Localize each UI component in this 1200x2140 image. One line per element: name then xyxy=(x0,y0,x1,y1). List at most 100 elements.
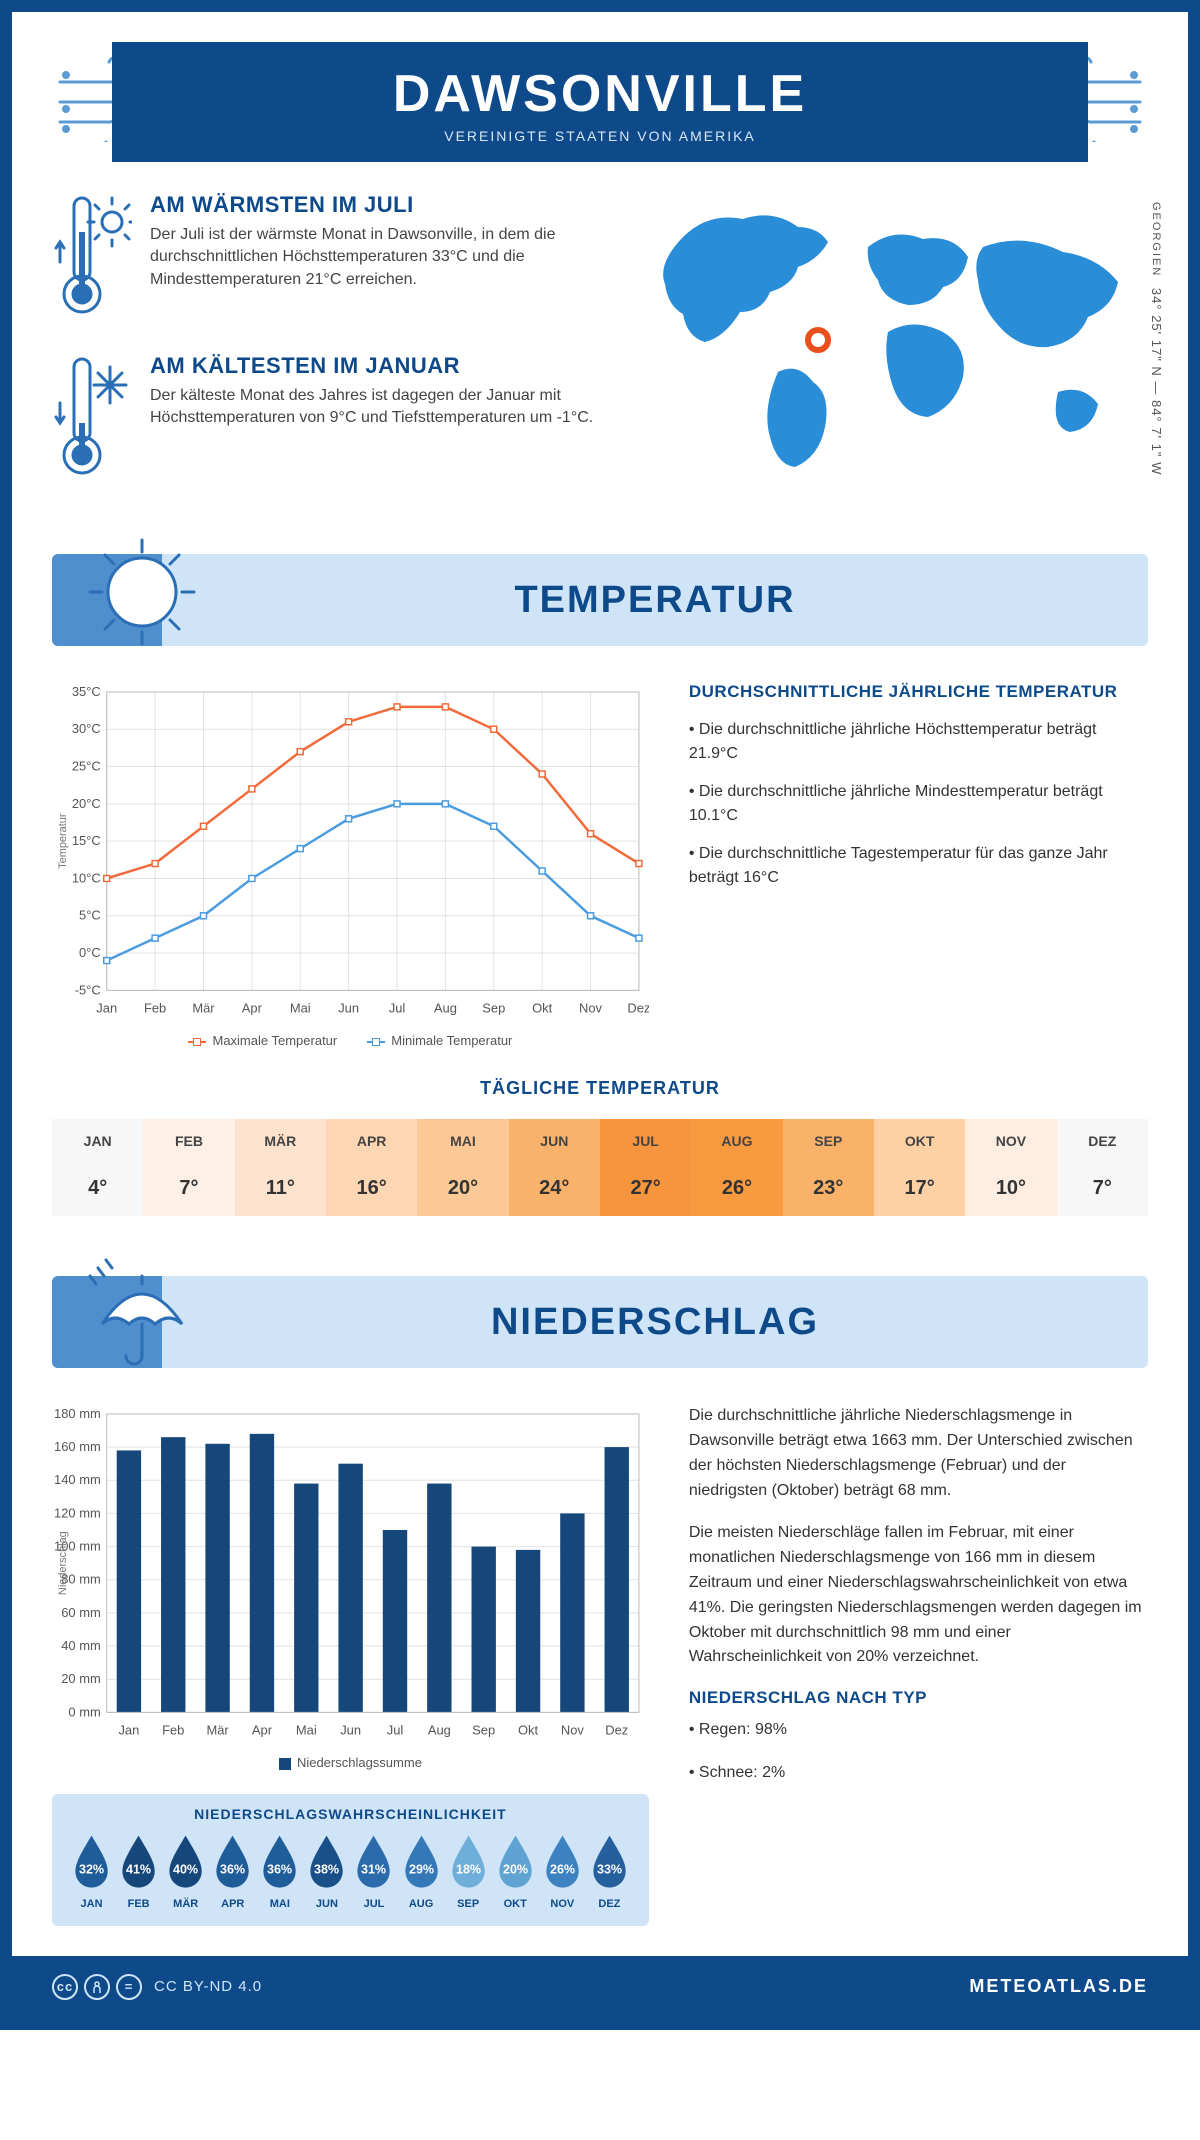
svg-text:Nov: Nov xyxy=(561,1722,585,1737)
footer: cc = CC BY-ND 4.0 METEOATLAS.DE xyxy=(12,1956,1188,2018)
svg-text:Dez: Dez xyxy=(627,1000,648,1015)
cc-by-icon xyxy=(84,1974,110,2000)
svg-text:Okt: Okt xyxy=(518,1722,539,1737)
umbrella-icon xyxy=(82,1254,202,1379)
daily-temperature-heatmap: JAN4°FEB7°MÄR11°APR16°MAI20°JUN24°JUL27°… xyxy=(52,1119,1148,1216)
heat-cell: JUL27° xyxy=(600,1119,691,1216)
heat-cell: NOV10° xyxy=(965,1119,1056,1216)
intro-row: AM WÄRMSTEN IM JULI Der Juli ist der wär… xyxy=(52,192,1148,514)
facts-column: AM WÄRMSTEN IM JULI Der Juli ist der wär… xyxy=(52,192,598,514)
license: cc = CC BY-ND 4.0 xyxy=(52,1974,262,2000)
page-title: DAWSONVILLE xyxy=(112,64,1088,124)
sun-icon xyxy=(82,532,202,657)
svg-text:-5°C: -5°C xyxy=(75,982,101,997)
svg-text:Sep: Sep xyxy=(472,1722,495,1737)
precip-probability-box: NIEDERSCHLAGSWAHRSCHEINLICHKEIT 32%JAN41… xyxy=(52,1794,649,1925)
svg-text:18%: 18% xyxy=(456,1863,481,1877)
rain-drop: 33%DEZ xyxy=(588,1832,631,1909)
heat-cell: MÄR11° xyxy=(235,1119,326,1216)
cc-cc-icon: cc xyxy=(52,1974,78,2000)
svg-text:32%: 32% xyxy=(79,1863,104,1877)
svg-text:20%: 20% xyxy=(503,1863,528,1877)
content: DAWSONVILLE VEREINIGTE STAATEN VON AMERI… xyxy=(12,12,1188,1926)
svg-text:Mai: Mai xyxy=(296,1722,317,1737)
svg-text:20 mm: 20 mm xyxy=(61,1671,101,1686)
site-name: METEOATLAS.DE xyxy=(969,1976,1148,1997)
svg-text:29%: 29% xyxy=(409,1863,434,1877)
map-column: GEORGIEN 34° 25' 17" N — 84° 7' 1" W xyxy=(628,192,1148,514)
temperature-row: -5°C0°C5°C10°C15°C20°C25°C30°C35°CJanFeb… xyxy=(52,682,1148,1048)
precip-bar-chart: 0 mm20 mm40 mm60 mm80 mm100 mm120 mm140 … xyxy=(52,1404,649,1742)
fact-title: AM KÄLTESTEN IM JANUAR xyxy=(150,353,598,379)
precip-row: 0 mm20 mm40 mm60 mm80 mm100 mm120 mm140 … xyxy=(52,1404,1148,1926)
rain-drop: 20%OKT xyxy=(494,1832,537,1909)
rain-drop: 31%JUL xyxy=(352,1832,395,1909)
temperature-chart: -5°C0°C5°C10°C15°C20°C25°C30°C35°CJanFeb… xyxy=(52,682,649,1048)
svg-text:Feb: Feb xyxy=(162,1722,184,1737)
svg-text:0 mm: 0 mm xyxy=(68,1705,100,1720)
svg-text:36%: 36% xyxy=(267,1863,292,1877)
svg-text:60 mm: 60 mm xyxy=(61,1605,101,1620)
fact-coldest: AM KÄLTESTEN IM JANUAR Der kälteste Mona… xyxy=(52,353,598,488)
heat-cell: DEZ7° xyxy=(1057,1119,1148,1216)
precip-type-item: • Regen: 98% xyxy=(689,1718,1148,1743)
svg-text:40%: 40% xyxy=(173,1863,198,1877)
rain-drop: 36%MAI xyxy=(258,1832,301,1909)
temperature-notes: DURCHSCHNITTLICHE JÄHRLICHE TEMPERATUR •… xyxy=(689,682,1148,1048)
svg-text:Apr: Apr xyxy=(252,1722,273,1737)
svg-text:Mai: Mai xyxy=(290,1000,311,1015)
svg-text:31%: 31% xyxy=(361,1863,386,1877)
svg-text:Temperatur: Temperatur xyxy=(57,813,69,869)
svg-text:Jun: Jun xyxy=(340,1722,361,1737)
svg-text:Mär: Mär xyxy=(206,1722,229,1737)
precip-type-title: NIEDERSCHLAG NACH TYP xyxy=(689,1688,1148,1708)
fact-warmest: AM WÄRMSTEN IM JULI Der Juli ist der wär… xyxy=(52,192,598,327)
svg-text:5°C: 5°C xyxy=(79,908,101,923)
rain-drop: 40%MÄR xyxy=(164,1832,207,1909)
svg-text:Apr: Apr xyxy=(242,1000,263,1015)
svg-text:120 mm: 120 mm xyxy=(54,1506,101,1521)
svg-text:Feb: Feb xyxy=(144,1000,166,1015)
page-subtitle: VEREINIGTE STAATEN VON AMERIKA xyxy=(112,128,1088,144)
heat-cell: APR16° xyxy=(326,1119,417,1216)
rain-drop: 26%NOV xyxy=(541,1832,584,1909)
license-text: CC BY-ND 4.0 xyxy=(154,1978,262,1995)
svg-text:160 mm: 160 mm xyxy=(54,1439,101,1454)
section-title: NIEDERSCHLAG xyxy=(162,1301,1148,1344)
fact-text: Der kälteste Monat des Jahres ist dagege… xyxy=(150,385,598,430)
location-marker-icon xyxy=(808,330,828,350)
svg-text:20°C: 20°C xyxy=(72,796,101,811)
heat-cell: OKT17° xyxy=(874,1119,965,1216)
section-banner-precip: NIEDERSCHLAG xyxy=(52,1276,1148,1368)
svg-text:140 mm: 140 mm xyxy=(54,1472,101,1487)
thermometer-cold-icon xyxy=(52,353,132,488)
svg-text:10°C: 10°C xyxy=(72,870,101,885)
cc-nd-icon: = xyxy=(116,1974,142,2000)
svg-text:15°C: 15°C xyxy=(72,833,101,848)
coordinates: GEORGIEN 34° 25' 17" N — 84° 7' 1" W xyxy=(1149,202,1164,475)
svg-text:Nov: Nov xyxy=(579,1000,603,1015)
precip-legend: Niederschlagssumme xyxy=(52,1755,649,1770)
rain-drop: 36%APR xyxy=(211,1832,254,1909)
svg-text:30°C: 30°C xyxy=(72,721,101,736)
header-banner: DAWSONVILLE VEREINIGTE STAATEN VON AMERI… xyxy=(112,42,1088,162)
heat-cell: JAN4° xyxy=(52,1119,143,1216)
precip-paragraph: Die meisten Niederschläge fallen im Febr… xyxy=(689,1521,1148,1670)
heat-cell: JUN24° xyxy=(509,1119,600,1216)
svg-text:Aug: Aug xyxy=(434,1000,457,1015)
svg-text:Jul: Jul xyxy=(389,1000,406,1015)
daily-temp-title: TÄGLICHE TEMPERATUR xyxy=(52,1078,1148,1099)
svg-text:Aug: Aug xyxy=(428,1722,451,1737)
rain-drop: 29%AUG xyxy=(400,1832,443,1909)
svg-text:25°C: 25°C xyxy=(72,759,101,774)
svg-text:Sep: Sep xyxy=(482,1000,505,1015)
temperature-legend: Maximale Temperatur Minimale Temperatur xyxy=(52,1033,649,1048)
page: DAWSONVILLE VEREINIGTE STAATEN VON AMERI… xyxy=(0,0,1200,2030)
svg-text:Jul: Jul xyxy=(387,1722,404,1737)
svg-text:38%: 38% xyxy=(314,1863,339,1877)
svg-text:40 mm: 40 mm xyxy=(61,1638,101,1653)
precip-paragraph: Die durchschnittliche jährliche Niedersc… xyxy=(689,1404,1148,1503)
svg-text:180 mm: 180 mm xyxy=(54,1406,101,1421)
rain-drop: 41%FEB xyxy=(117,1832,160,1909)
svg-text:Jun: Jun xyxy=(338,1000,359,1015)
